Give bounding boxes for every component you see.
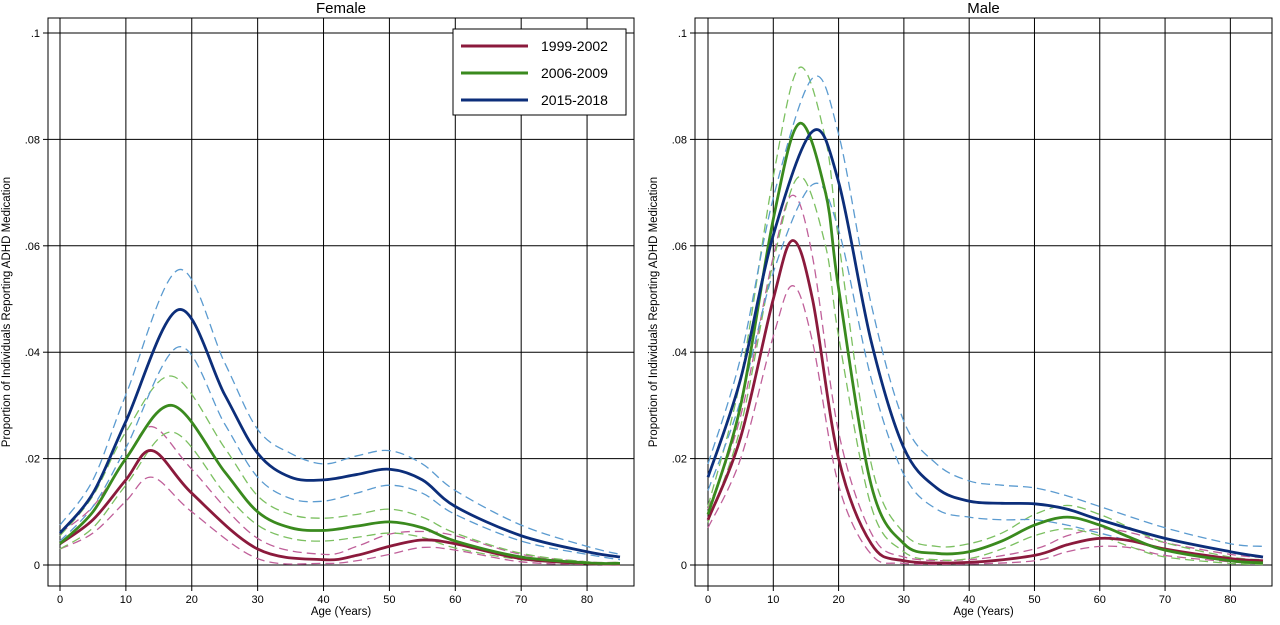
y-axis-label: Proportion of Individuals Reporting ADHD… [648, 177, 660, 447]
x-tick-label: 10 [767, 594, 779, 606]
x-tick-label: 60 [449, 594, 461, 606]
ci-upper-2006-2009 [707, 66, 1264, 561]
ci-lower-2006-2009 [707, 175, 1264, 566]
x-tick-label: 20 [186, 594, 198, 606]
legend-entry: 2015-2018 [541, 92, 608, 108]
x-tick-label: 40 [963, 594, 975, 606]
series-line-2006-2009 [706, 122, 1264, 565]
ci-upper-1999-2002 [707, 194, 1264, 562]
ci-lower-1999-2002 [707, 285, 1264, 566]
y-tick-label: .1 [678, 28, 687, 40]
x-axis-label: Age (Years) [953, 606, 1013, 618]
y-tick-label: 0 [681, 560, 687, 572]
x-tick-label: 50 [1028, 594, 1040, 606]
legend: 1999-2002 2006-2009 2015-2018 [452, 28, 627, 116]
plot-frame [694, 17, 1273, 587]
ci-lower-2015-2018 [59, 346, 621, 561]
x-tick-label: 30 [898, 594, 910, 606]
x-tick-label: 0 [57, 594, 63, 606]
ci-upper-2006-2009 [59, 375, 621, 564]
y-tick-label: .1 [31, 28, 40, 40]
legend-entry: 2006-2009 [541, 65, 608, 81]
y-tick-label: .04 [672, 347, 687, 359]
series-line-1999-2002 [59, 449, 621, 566]
chart-title: Male [967, 0, 1000, 17]
y-tick-label: .06 [672, 241, 687, 253]
y-tick-label: .08 [672, 134, 687, 146]
x-tick-label: 80 [581, 594, 593, 606]
y-tick-label: .02 [25, 454, 40, 466]
x-tick-label: 60 [1094, 594, 1106, 606]
x-tick-label: 80 [1224, 594, 1236, 606]
ci-lower-1999-2002 [59, 476, 621, 566]
x-tick-label: 50 [383, 594, 395, 606]
y-tick-label: .08 [25, 134, 40, 146]
series-line-2015-2018 [58, 308, 621, 559]
x-tick-label: 30 [252, 594, 264, 606]
series-line-2006-2009 [59, 404, 621, 565]
x-tick-label: 70 [515, 594, 527, 606]
x-tick-label: 40 [317, 594, 329, 606]
chart-panel-male: 0 10 20 30 40 50 60 70 80 0 .02 .04 .06 .08 .1 Male Age … [648, 0, 1273, 618]
series-layer [58, 269, 621, 566]
x-axis-label: Age (Years) [311, 606, 371, 618]
y-tick-label: 0 [34, 560, 40, 572]
chart-panel-female: 0 10 20 30 40 50 60 70 80 0 .02 .04 .06 .08 .1 Female Ag… [1, 0, 635, 618]
chart-title: Female [316, 0, 366, 17]
y-tick-label: .04 [25, 347, 40, 359]
x-tick-label: 20 [832, 594, 844, 606]
legend-entry: 1999-2002 [541, 38, 608, 54]
ci-upper-1999-2002 [59, 426, 621, 564]
x-tick-label: 10 [120, 594, 132, 606]
x-tick-label: 70 [1159, 594, 1171, 606]
y-tick-label: .02 [672, 454, 687, 466]
ci-lower-2006-2009 [59, 431, 621, 566]
ci-upper-2015-2018 [59, 269, 621, 555]
y-axis-label: Proportion of Individuals Reporting ADHD… [1, 177, 13, 447]
ci-upper-2015-2018 [707, 75, 1264, 548]
x-tick-label: 0 [705, 594, 711, 606]
y-tick-label: .06 [25, 241, 40, 253]
series-layer [706, 66, 1264, 566]
series-line-2015-2018 [706, 128, 1264, 559]
